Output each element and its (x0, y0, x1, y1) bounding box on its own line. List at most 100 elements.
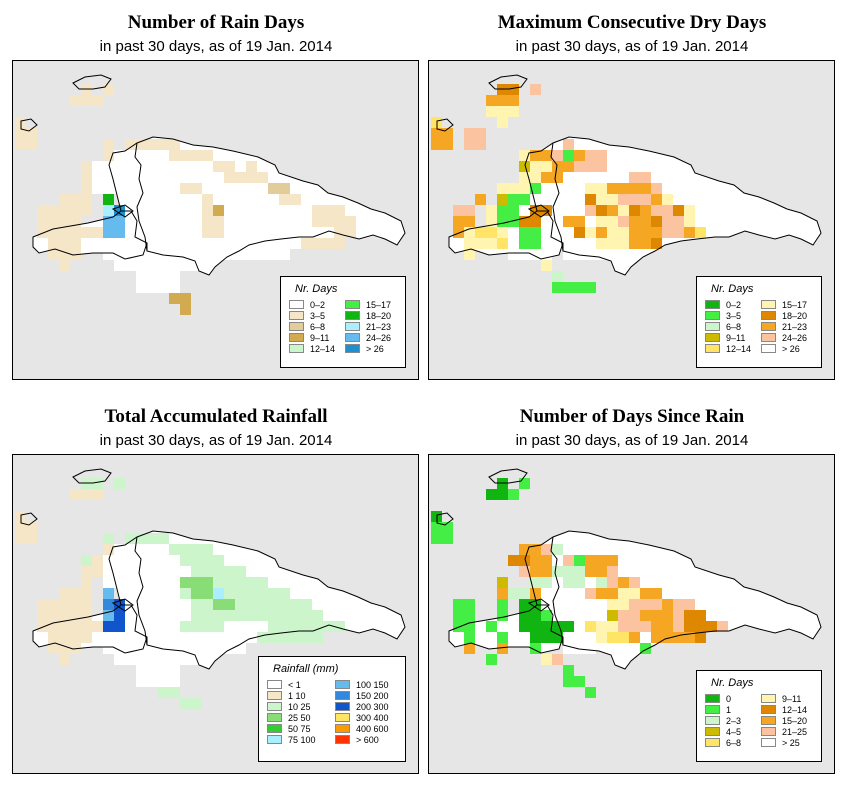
grid-cell (651, 194, 662, 205)
grid-cell (453, 227, 464, 238)
legend-item: 150 200 (335, 690, 389, 701)
grid-cell (464, 610, 475, 621)
grid-cell (103, 632, 114, 643)
grid-cell (596, 588, 607, 599)
grid-cell (442, 139, 453, 150)
legend-label: 3–5 (726, 310, 742, 321)
grid-cell (279, 216, 290, 227)
legend-label: 15–17 (366, 299, 392, 310)
grid-cell (684, 621, 695, 632)
legend-title: Nr. Days (711, 283, 754, 295)
grid-cell (541, 610, 552, 621)
grid-cell (629, 238, 640, 249)
grid-cell (475, 238, 486, 249)
grid-cell (486, 205, 497, 216)
grid-cell (70, 194, 81, 205)
grid-cell (530, 544, 541, 555)
grid-cell (202, 566, 213, 577)
legend-item: 400 600 (335, 723, 389, 734)
grid-cell (629, 194, 640, 205)
grid-cell (640, 183, 651, 194)
grid-cell (147, 282, 158, 293)
legend-item: 12–14 (761, 704, 807, 715)
grid-cell (563, 139, 574, 150)
grid-cell (563, 249, 574, 260)
grid-cell (213, 632, 224, 643)
grid-cell (618, 183, 629, 194)
grid-cell (651, 588, 662, 599)
grid-cell (213, 588, 224, 599)
grid-cell (92, 621, 103, 632)
legend-item: 4–5 (705, 726, 741, 737)
grid-cell (563, 150, 574, 161)
grid-cell (180, 205, 191, 216)
grid-cell (563, 216, 574, 227)
legend-swatch (289, 300, 304, 309)
grid-cell (147, 610, 158, 621)
grid-cell (651, 610, 662, 621)
grid-cell (497, 227, 508, 238)
legend-label: 400 600 (356, 723, 389, 734)
grid-cell (59, 621, 70, 632)
grid-cell (530, 577, 541, 588)
grid-cell (486, 216, 497, 227)
grid-cell (246, 621, 257, 632)
grid-cell (59, 249, 70, 260)
island-outline (20, 118, 38, 132)
grid-cell (662, 194, 673, 205)
grid-cell (323, 205, 334, 216)
grid-cell (158, 205, 169, 216)
grid-cell (136, 216, 147, 227)
grid-cell (147, 566, 158, 577)
grid-cell (92, 489, 103, 500)
grid-cell (125, 643, 136, 654)
grid-cell (574, 227, 585, 238)
grid-cell (48, 216, 59, 227)
grid-cell (640, 216, 651, 227)
grid-cell (268, 610, 279, 621)
legend-item: 3–5 (705, 310, 741, 321)
grid-cell (585, 194, 596, 205)
grid-cell (508, 194, 519, 205)
grid-cell (651, 632, 662, 643)
grid-cell (464, 205, 475, 216)
grid-cell (706, 621, 717, 632)
grid-cell (191, 632, 202, 643)
grid-cell (279, 599, 290, 610)
grid-cell (59, 227, 70, 238)
grid-cell (257, 183, 268, 194)
grid-cell (563, 577, 574, 588)
panel-max-dry-days: Maximum Consecutive Dry Days in past 30 … (426, 8, 838, 388)
grid-cell (607, 588, 618, 599)
grid-cell (59, 588, 70, 599)
grid-cell (125, 555, 136, 566)
grid-cell (103, 183, 114, 194)
grid-cell (136, 632, 147, 643)
grid-cell (15, 139, 26, 150)
grid-cell (103, 150, 114, 161)
grid-cell (136, 227, 147, 238)
grid-cell (191, 216, 202, 227)
grid-cell (202, 555, 213, 566)
grid-cell (15, 533, 26, 544)
legend-label: 150 200 (356, 690, 389, 701)
legend-label: 9–11 (782, 693, 802, 704)
panel-subtitle: in past 30 days, as of 19 Jan. 2014 (515, 38, 749, 55)
grid-cell (585, 588, 596, 599)
grid-cell (81, 227, 92, 238)
grid-cell (257, 194, 268, 205)
legend-item: 21–23 (761, 321, 807, 332)
grid-cell (158, 139, 169, 150)
grid-cell (169, 139, 180, 150)
grid-cell (552, 654, 563, 665)
grid-cell (103, 194, 114, 205)
grid-cell (169, 260, 180, 271)
grid-cell (301, 621, 312, 632)
grid-cell (323, 621, 334, 632)
grid-cell (290, 621, 301, 632)
legend-item: 24–26 (345, 332, 391, 343)
grid-cell (651, 621, 662, 632)
grid-cell (158, 654, 169, 665)
grid-cell (290, 216, 301, 227)
grid-cell (224, 588, 235, 599)
